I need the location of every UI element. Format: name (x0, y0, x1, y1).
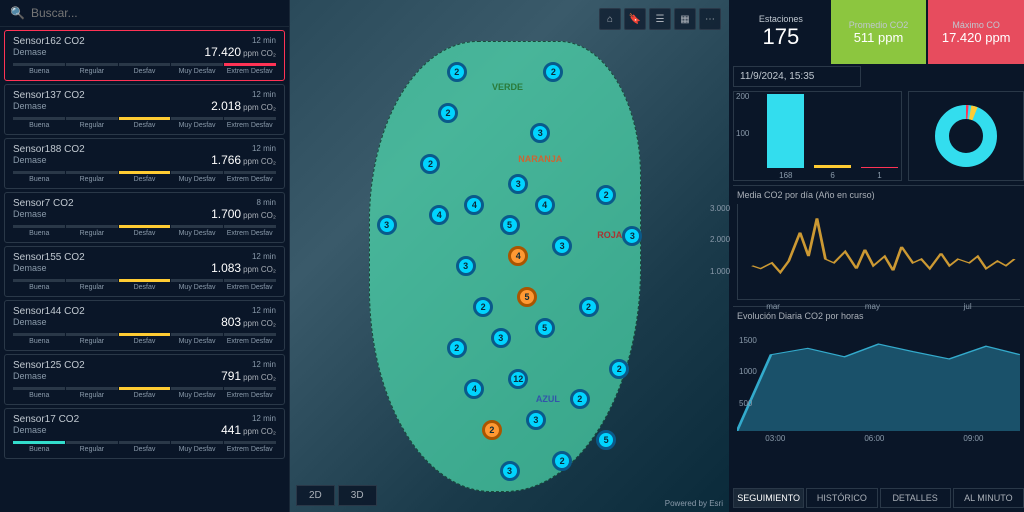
sensor-card[interactable]: Sensor7 CO2Demase8 min1.700ppm CO₂BuenaR… (4, 192, 285, 243)
map-marker[interactable]: 2 (570, 389, 590, 409)
bar (767, 94, 804, 168)
map-marker[interactable]: 2 (609, 359, 629, 379)
map-marker[interactable]: 3 (508, 174, 528, 194)
map-marker[interactable]: 3 (456, 256, 476, 276)
search-input[interactable] (31, 6, 279, 20)
map-marker[interactable]: 5 (517, 287, 537, 307)
map-marker[interactable]: 2 (543, 62, 563, 82)
map-marker[interactable]: 3 (377, 215, 397, 235)
sensor-card[interactable]: Sensor125 CO2Demase12 min791ppm CO₂Buena… (4, 354, 285, 405)
sensor-card[interactable]: Sensor162 CO2Demase12 min17.420ppm CO₂Bu… (4, 30, 285, 81)
bar-chart: 200 100 16861 (733, 91, 902, 181)
map-panel[interactable]: VERDENARANJAROJAAZUL22223334454234332523… (290, 0, 729, 512)
datetime-display: 11/9/2024, 15:35 (733, 66, 861, 87)
map-marker[interactable]: 3 (530, 123, 550, 143)
search-icon: 🔍 (10, 6, 25, 20)
line-chart-yearly: 3.000 2.000 1.000 marmayjul (737, 204, 1020, 300)
tab-detalles[interactable]: DETALLES (880, 488, 951, 508)
kpi-max-co2: Máximo CO 17.420 ppm (928, 0, 1024, 64)
sensor-card[interactable]: Sensor144 CO2Demase12 min803ppm CO₂Buena… (4, 300, 285, 351)
map-marker[interactable]: 12 (508, 369, 528, 389)
tab-seguimiento[interactable]: SEGUIMIENTO (733, 488, 804, 508)
line2-title: Evolución Diaria CO2 por horas (733, 309, 1024, 323)
map-marker[interactable]: 5 (500, 215, 520, 235)
more-icon[interactable]: ⋯ (699, 8, 721, 30)
map-tools: ⌂ 🔖 ☰ ▦ ⋯ (599, 8, 721, 30)
sensor-card[interactable]: Sensor137 CO2Demase12 min2.018ppm CO₂Bue… (4, 84, 285, 135)
search-bar[interactable]: 🔍 (0, 0, 289, 27)
map-marker[interactable]: 5 (596, 430, 616, 450)
zone-label: AZUL (536, 394, 560, 404)
donut-chart (908, 91, 1024, 181)
sensor-list: Sensor162 CO2Demase12 min17.420ppm CO₂Bu… (0, 27, 289, 512)
map-marker[interactable]: 2 (420, 154, 440, 174)
tab-al minuto[interactable]: AL MINUTO (953, 488, 1024, 508)
list-icon[interactable]: ☰ (649, 8, 671, 30)
map-marker[interactable]: 3 (526, 410, 546, 430)
map-marker[interactable]: 4 (464, 195, 484, 215)
map-marker[interactable]: 3 (622, 226, 642, 246)
esri-attribution: Powered by Esri (665, 499, 723, 508)
view-2d-button[interactable]: 2D (296, 485, 335, 506)
map-marker[interactable]: 5 (535, 318, 555, 338)
view-3d-button[interactable]: 3D (338, 485, 377, 506)
sensor-card[interactable]: Sensor188 CO2Demase12 min1.766ppm CO₂Bue… (4, 138, 285, 189)
map-marker[interactable]: 2 (552, 451, 572, 471)
kpi-avg-co2: Promedio CO2 511 ppm (831, 0, 927, 64)
tabs: SEGUIMIENTOHISTÓRICODETALLESAL MINUTO (733, 484, 1024, 508)
map-marker[interactable]: 2 (447, 62, 467, 82)
map-marker[interactable]: 4 (535, 195, 555, 215)
map-marker[interactable]: 3 (491, 328, 511, 348)
map-marker[interactable]: 4 (508, 246, 528, 266)
map-marker[interactable]: 3 (552, 236, 572, 256)
sensor-card[interactable]: Sensor17 CO2Demase12 min441ppm CO₂BuenaR… (4, 408, 285, 459)
bar (814, 165, 851, 168)
map-marker[interactable]: 4 (464, 379, 484, 399)
grid-icon[interactable]: ▦ (674, 8, 696, 30)
map-marker[interactable]: 2 (596, 185, 616, 205)
kpi-stations: Estaciones 175 (733, 0, 829, 64)
area-chart-hourly: 1500100050003:0006:0009:00 (737, 325, 1020, 431)
map-marker[interactable]: 2 (482, 420, 502, 440)
bookmark-icon[interactable]: 🔖 (624, 8, 646, 30)
map-marker[interactable]: 3 (500, 461, 520, 481)
map-marker[interactable]: 2 (447, 338, 467, 358)
map-marker[interactable]: 2 (438, 103, 458, 123)
map-marker[interactable]: 4 (429, 205, 449, 225)
zone-label: ROJA (597, 230, 622, 240)
bar (861, 167, 898, 168)
map-marker[interactable]: 2 (579, 297, 599, 317)
map-marker[interactable]: 2 (473, 297, 493, 317)
sensor-card[interactable]: Sensor155 CO2Demase12 min1.083ppm CO₂Bue… (4, 246, 285, 297)
line1-title: Media CO2 por día (Año en curso) (733, 188, 1024, 202)
home-icon[interactable]: ⌂ (599, 8, 621, 30)
zone-label: NARANJA (518, 154, 562, 164)
tab-histórico[interactable]: HISTÓRICO (806, 488, 877, 508)
zone-label: VERDE (492, 82, 523, 92)
